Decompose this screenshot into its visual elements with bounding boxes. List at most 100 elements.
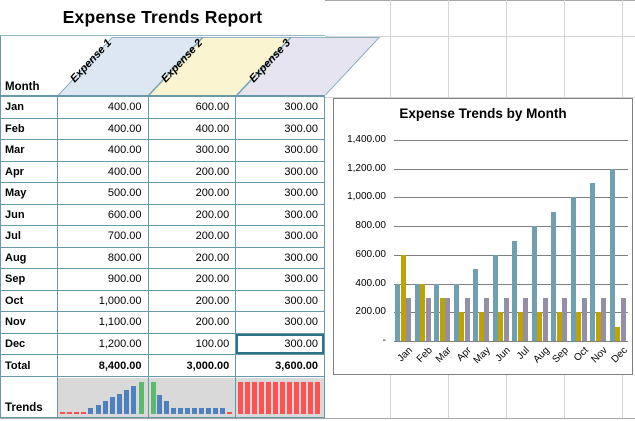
value-cell[interactable]: 300.00 — [236, 204, 325, 225]
value-cell[interactable]: 600.00 — [58, 204, 149, 225]
value-cell[interactable]: 200.00 — [149, 247, 237, 268]
chart-bar — [609, 168, 615, 341]
value-cell[interactable]: 900.00 — [58, 269, 149, 290]
y-axis-label: 1,200.00 — [347, 162, 386, 174]
value-cell[interactable]: 200.00 — [149, 290, 237, 311]
chart-bar — [562, 297, 568, 341]
sparkline-cell-expense-1[interactable] — [57, 377, 149, 417]
chart-bar — [464, 297, 470, 341]
value-cell[interactable]: 300.00 — [149, 140, 237, 161]
month-cell[interactable]: Apr — [1, 161, 58, 182]
value-cell[interactable]: 300.00 — [236, 226, 325, 247]
value-cell[interactable]: 100.00 — [149, 333, 237, 354]
chart-bar — [478, 312, 484, 341]
report-title[interactable]: Expense Trends Report — [0, 0, 325, 36]
month-cell[interactable]: Oct — [1, 290, 58, 311]
table-row: Feb 400.00 400.00 300.00 — [1, 118, 325, 140]
sparkline-bar — [59, 412, 65, 414]
month-cell[interactable]: Nov — [1, 312, 58, 333]
chart[interactable]: Expense Trends by Month 1,400.00 1,200.00… — [333, 98, 633, 375]
value-cell[interactable]: 300.00 — [236, 97, 325, 118]
table-row: Sep 900.00 200.00 300.00 — [1, 269, 325, 291]
sparkline-cell-expense-3[interactable] — [236, 377, 325, 417]
value-cell[interactable]: 1,200.00 — [58, 333, 149, 354]
chart-bar — [615, 326, 621, 341]
sparkline-bar — [226, 412, 232, 414]
value-cell[interactable]: 300.00 — [236, 183, 325, 204]
table-row: Nov 1,100.00 200.00 300.00 — [1, 312, 325, 334]
sparkline-bar — [192, 408, 198, 414]
value-cell[interactable]: 600.00 — [149, 97, 237, 118]
trends-label-cell[interactable]: Trends — [1, 377, 58, 417]
value-cell[interactable]: 800.00 — [58, 247, 149, 268]
month-cell[interactable]: Jan — [1, 97, 58, 118]
month-cell[interactable]: Sep — [1, 269, 58, 290]
value-cell[interactable]: 300.00 — [236, 161, 325, 182]
value-cell[interactable]: 8,400.00 — [58, 355, 149, 376]
value-cell[interactable]: 3,000.00 — [149, 355, 237, 376]
chart-bar — [531, 226, 537, 341]
chart-bar — [425, 297, 431, 341]
sparkline-cell-expense-2[interactable] — [148, 377, 237, 417]
value-cell[interactable]: 200.00 — [149, 161, 237, 182]
chart-bar — [492, 254, 498, 341]
chart-bar — [498, 312, 504, 341]
value-cell[interactable]: 200.00 — [149, 226, 237, 247]
chart-bar — [512, 240, 517, 341]
sparkline-bar — [287, 382, 293, 414]
month-cell[interactable]: Aug — [1, 247, 58, 268]
value-cell[interactable]: 300.00 — [236, 269, 325, 290]
month-cell[interactable]: Total — [1, 355, 58, 376]
sparkline-bar — [259, 382, 265, 414]
sparkline-bar — [212, 408, 218, 414]
chart-title: Expense Trends by Month — [399, 106, 567, 121]
chart-bar — [542, 297, 548, 341]
value-cell[interactable]: 200.00 — [149, 312, 237, 333]
y-axis-label: 800.00 — [355, 220, 386, 232]
month-cell[interactable]: Jun — [1, 204, 58, 225]
chart-bar — [395, 283, 400, 341]
value-cell[interactable]: 300.00 — [236, 290, 325, 311]
value-cell[interactable]: 300.00 — [236, 247, 325, 268]
month-cell[interactable]: Feb — [1, 118, 58, 139]
chart-bar — [503, 297, 509, 341]
chart-bar — [445, 297, 451, 341]
value-cell[interactable]: 300.00 — [236, 312, 325, 333]
value-cell[interactable]: 200.00 — [149, 183, 237, 204]
sparkline-expense-3 — [236, 378, 324, 417]
sparkline-bar — [74, 412, 80, 414]
value-cell[interactable]: 300.00 — [236, 333, 325, 354]
value-cell[interactable]: 400.00 — [58, 118, 149, 139]
month-cell[interactable]: Mar — [1, 140, 58, 161]
value-cell[interactable]: 400.00 — [58, 161, 149, 182]
value-cell[interactable]: 1,100.00 — [58, 312, 149, 333]
chart-gridline — [394, 312, 628, 314]
month-cell[interactable]: Dec — [1, 333, 58, 354]
chart-gridline — [394, 254, 628, 256]
value-cell[interactable]: 1,000.00 — [58, 290, 149, 311]
chart-plot-area — [394, 140, 628, 342]
value-cell[interactable]: 200.00 — [149, 269, 237, 290]
value-cell[interactable]: 400.00 — [58, 97, 149, 118]
month-cell[interactable]: May — [1, 183, 58, 204]
value-cell[interactable]: 300.00 — [236, 118, 325, 139]
sparkline-bar — [138, 382, 144, 414]
value-cell[interactable]: 3,600.00 — [236, 355, 325, 376]
value-cell[interactable]: 400.00 — [149, 118, 237, 139]
value-cell[interactable]: 200.00 — [149, 204, 237, 225]
sparkline-bar — [315, 382, 321, 414]
sparkline-bar — [238, 382, 244, 414]
value-cell[interactable]: 400.00 — [58, 140, 149, 161]
chart-bar — [517, 312, 523, 341]
chart-gridline — [394, 341, 628, 342]
month-cell[interactable]: Jul — [1, 226, 58, 247]
value-cell[interactable]: 300.00 — [236, 140, 325, 161]
value-cell[interactable]: 500.00 — [58, 183, 149, 204]
chart-bar — [453, 283, 459, 341]
value-cell[interactable]: 700.00 — [58, 226, 149, 247]
chart-bar — [601, 297, 607, 341]
sparkline-bar — [266, 382, 272, 414]
chart-bar — [581, 297, 587, 341]
chart-bar — [400, 254, 406, 341]
